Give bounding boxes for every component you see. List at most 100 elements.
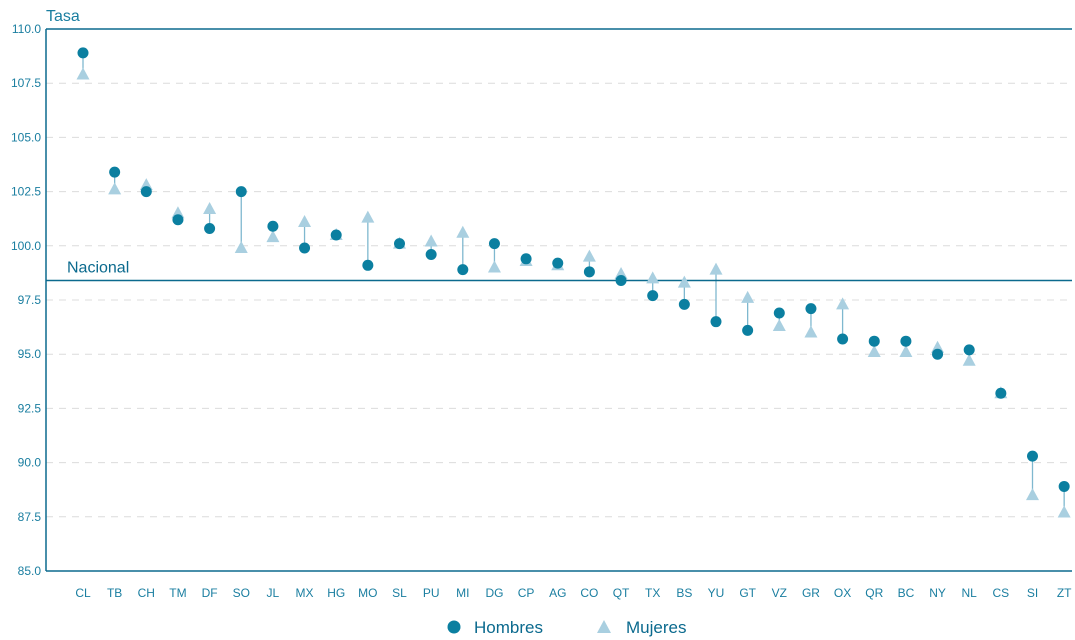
mujeres-point [139,178,153,191]
hombres-point [805,303,817,315]
x-axis-labels: CL TB CH TM DF SO JL MX HG MO SL PU MI DG CP AG CO QT TX BS… [75,586,1072,600]
x-tick-label: VZ [772,586,787,600]
nacional-reference-label: Nacional [67,259,129,276]
hombres-point [140,186,152,198]
mujeres-point [804,325,818,338]
x-tick-label: BC [898,586,915,600]
x-tick-label: QT [613,586,630,600]
mujeres-point [677,275,691,288]
hombres-point [172,214,184,226]
hombres-point [109,166,121,178]
mujeres-point [646,271,660,284]
x-tick-label: NY [929,586,946,600]
hombres-point [583,266,595,278]
hombres-point [1058,480,1070,492]
y-tick-label: 85.0 [18,564,42,578]
x-tick-label: PU [423,586,440,600]
mujeres-point [899,345,913,358]
mujeres-point [108,182,122,195]
x-tick-label: YU [708,586,725,600]
x-tick-label: CP [518,586,535,600]
x-tick-label: GR [802,586,820,600]
x-tick-label: MO [358,586,377,600]
hombres-point [678,298,690,310]
x-tick-label: MX [296,586,314,600]
x-tick-label: BS [676,586,692,600]
hombres-point [457,264,469,276]
x-tick-label: CS [993,586,1010,600]
y-tick-label: 97.5 [18,293,42,307]
reference-line-group: Nacional [46,259,1072,282]
mujeres-point [266,230,280,243]
mujeres-point [741,290,755,303]
mujeres-point [234,240,248,253]
hombres-point [710,316,722,328]
x-tick-label: QR [865,586,883,600]
hombres-point [963,344,975,356]
hombres-point [299,242,311,254]
mujeres-point [1026,488,1039,501]
hombres-point [204,222,216,234]
y-tick-label: 110.0 [12,22,41,36]
y-tick-label: 100.0 [11,239,41,253]
y-tick-label: 95.0 [18,347,42,361]
mujeres-point [962,353,976,366]
x-tick-label: SO [233,586,250,600]
x-tick-label: TX [645,586,660,600]
y-tick-label: 92.5 [18,401,42,415]
x-tick-label: SL [392,586,407,600]
hombres-point [742,324,754,336]
hombres-point [520,253,532,265]
x-tick-label: DF [202,586,218,600]
x-tick-label: CH [138,586,155,600]
hombres-point [77,47,89,59]
hombres-point [647,290,659,302]
x-tick-label: GT [739,586,756,600]
legend: Hombres Mujeres [447,618,686,637]
mujeres-point [836,297,850,310]
mujeres-point [298,214,312,227]
hombres-point [837,333,849,345]
mujeres-point [582,249,596,262]
legend-hombres-label: Hombres [474,618,543,637]
hombres-point [425,248,437,260]
y-axis-ticks: 85.0 87.5 90.0 92.5 95.0 97.5 100.0 102.5 105.0 1… [11,22,41,578]
mujeres-point [203,201,217,214]
mujeres-point [171,206,185,219]
hombres-point [235,186,247,198]
x-tick-label: JL [267,586,280,600]
hombres-point [932,348,944,360]
mujeres-point [867,345,881,358]
mujeres-point [709,262,723,275]
mujeres-point [931,340,945,353]
x-tick-label: CL [75,586,91,600]
x-tick-label: CO [580,586,598,600]
gridlines [46,82,1072,518]
hombres-point [394,238,405,250]
y-tick-label: 105.0 [11,130,41,144]
hombres-point [330,229,342,241]
y-tick-label: 87.5 [18,510,42,524]
legend-hombres-marker [447,620,461,634]
hombres-point [552,257,564,269]
mujeres-point [772,319,786,332]
hombres-point [1027,450,1038,462]
y-tick-label: 102.5 [11,185,41,199]
x-tick-label: OX [834,586,851,600]
hombres-point [267,220,279,232]
hombres-point [773,307,785,319]
x-tick-label: AG [549,586,566,600]
hombres-point [615,274,627,286]
x-tick-label: ZT [1057,586,1072,600]
mujeres-point [1057,505,1071,518]
y-tick-label: 107.5 [11,76,41,90]
x-tick-label: SI [1027,586,1038,600]
x-tick-label: TM [169,586,186,600]
data-marks [76,47,1071,518]
mujeres-point [487,260,501,273]
hombres-point [868,335,880,347]
mujeres-point [424,234,438,247]
mujeres-point [76,67,90,80]
mujeres-point [361,210,375,223]
